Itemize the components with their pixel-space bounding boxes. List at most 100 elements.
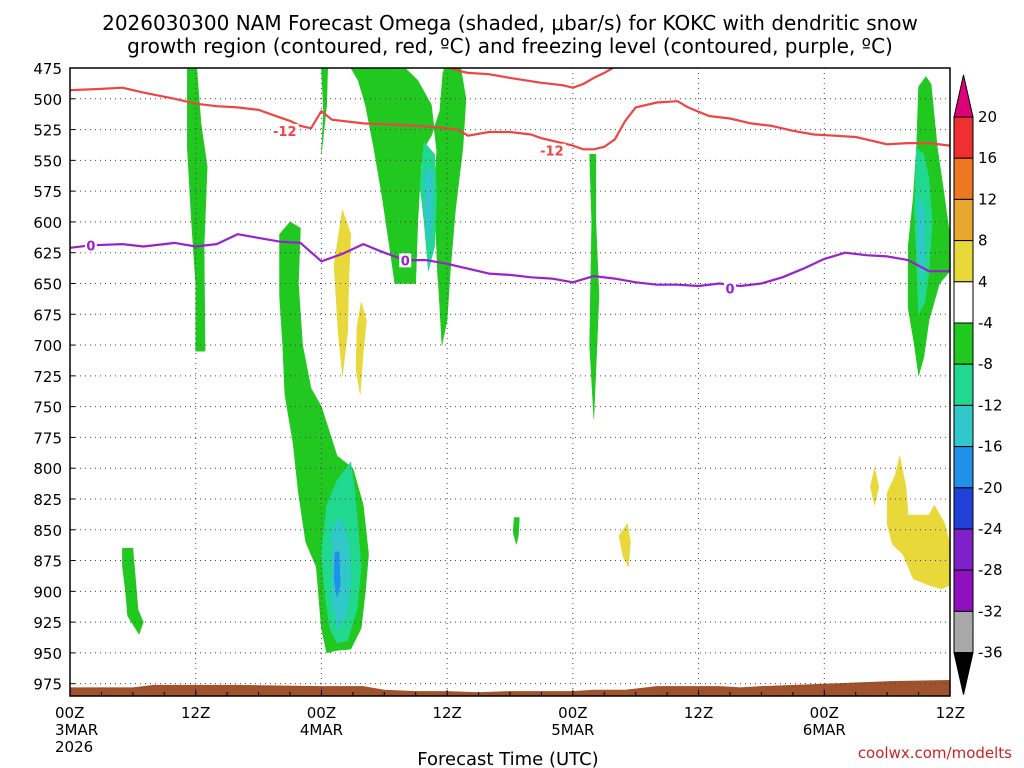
contour-label: 0: [86, 240, 95, 255]
colorbar-label: -36: [978, 644, 1003, 662]
colorbar-label: 16: [978, 149, 997, 167]
omega-region-4: [355, 301, 367, 395]
y-tick-label: 475: [33, 60, 62, 78]
omega-region-neg16: [333, 551, 341, 598]
colorbar-swatch: [953, 610, 974, 654]
colorbar-under-arrow: [953, 652, 974, 695]
y-tick-label: 650: [33, 275, 62, 293]
contour-label: 0: [401, 254, 410, 269]
y-tick-label: 850: [33, 522, 62, 540]
y-tick-label: 725: [33, 368, 62, 386]
y-tick-label: 575: [33, 183, 62, 201]
omega-region-neg12: [331, 516, 352, 629]
grid-lines: [69, 67, 951, 696]
x-year-label: 2026: [55, 738, 93, 756]
colorbar-swatch: [953, 446, 974, 489]
colorbar-label: -24: [978, 520, 1003, 538]
colorbar-swatch: [953, 116, 974, 159]
omega-region-neg4: [321, 68, 328, 155]
colorbar-swatch: [953, 322, 974, 365]
omega-region-neg4: [350, 68, 458, 309]
x-tick-label: 00Z: [558, 704, 587, 722]
contour-label-bg: [270, 124, 299, 139]
colorbar-swatch: [953, 528, 974, 571]
omega-region-4: [886, 455, 950, 590]
x-tick-label: 12Z: [432, 704, 461, 722]
contour-line: [70, 86, 950, 151]
y-tick-label: 775: [33, 429, 62, 447]
x-axis-label: Forecast Time (UTC): [417, 749, 598, 768]
x-date-label: 4MAR: [300, 721, 343, 739]
y-tick-label: 500: [33, 91, 62, 109]
contour-label-bg: [724, 281, 736, 296]
colorbar-label: 12: [978, 190, 997, 208]
chart-title-line2: growth region (contoured, red, ºC) and f…: [127, 34, 893, 58]
omega-region-neg4: [436, 68, 467, 346]
omega-region-neg4: [512, 517, 520, 545]
contour-label: -12: [273, 125, 297, 140]
contour-label-bg: [399, 253, 412, 268]
colorbar-swatch: [953, 281, 974, 324]
colorbar-label: -16: [978, 438, 1003, 456]
y-axis: 475 500 525 550 575 600 625 650 675 700 725 750 775 8…: [33, 60, 75, 694]
omega-region-neg12: [423, 165, 434, 247]
y-tick-label: 750: [33, 399, 62, 417]
colorbar-swatch: [953, 569, 974, 612]
y-tick-label: 525: [33, 122, 62, 140]
y-tick-label: 700: [33, 337, 62, 355]
omega-region-4: [870, 468, 880, 506]
y-tick-label: 950: [33, 645, 62, 663]
colorbar-swatch: [953, 198, 974, 242]
plot-frame: [69, 67, 951, 697]
y-tick-label: 975: [33, 676, 62, 694]
colorbar-legend: 20 16 12 8 4 -4 -8 -12 -16 -20 -24 -28 -32 -36: [953, 74, 1003, 695]
omega-region-neg4: [589, 153, 600, 419]
colorbar-label: -20: [978, 479, 1003, 497]
colorbar-swatch: [953, 240, 974, 283]
colorbar-label: -8: [978, 355, 993, 373]
x-tick-label: 12Z: [684, 704, 713, 722]
colorbar-label: -4: [978, 314, 993, 332]
contour-label: 0: [725, 283, 734, 298]
x-tick-label: 00Z: [307, 704, 336, 722]
x-tick-label: 12Z: [181, 704, 210, 722]
x-date-label: 6MAR: [803, 721, 846, 739]
y-tick-label: 875: [33, 553, 62, 571]
x-date-label: 3MAR: [55, 721, 98, 739]
y-tick-label: 825: [33, 491, 62, 509]
y-tick-label: 900: [33, 583, 62, 601]
y-tick-label: 925: [33, 614, 62, 632]
y-tick-label: 550: [33, 152, 62, 170]
y-tick-label: 600: [33, 214, 62, 232]
contour-line: [70, 233, 950, 288]
y-tick-label: 800: [33, 460, 62, 478]
colorbar-swatch: [953, 404, 974, 448]
contour-label-bg: [84, 238, 97, 253]
contour-label-bg: [537, 143, 566, 158]
omega-region-neg4: [122, 547, 144, 635]
colorbar-label: 4: [978, 273, 988, 291]
omega-shading: [122, 68, 950, 654]
colorbar-swatch: [953, 363, 974, 406]
colorbar-label: -32: [978, 602, 1003, 620]
x-tick-label: 00Z: [810, 704, 839, 722]
colorbar-label: 20: [978, 108, 997, 126]
colorbar-label: -28: [978, 561, 1003, 579]
omega-region-neg12: [917, 197, 926, 284]
credit-text: coolwx.com/modelts: [858, 744, 1012, 762]
colorbar-swatch: [953, 157, 974, 200]
contour-label: -12: [540, 145, 564, 160]
chart-title-line1: 2026030300 NAM Forecast Omega (shaded, μ…: [102, 11, 918, 35]
x-tick-label: 00Z: [55, 704, 84, 722]
colorbar-label: 8: [978, 232, 988, 250]
y-tick-label: 675: [33, 306, 62, 324]
temperature-contours: -12 -12 0 0 0: [70, 68, 950, 298]
y-tick-label: 625: [33, 245, 62, 263]
colorbar-label: -12: [978, 396, 1003, 414]
omega-region-4: [618, 522, 631, 568]
contour-line: [447, 68, 615, 89]
colorbar-swatch: [953, 487, 974, 530]
